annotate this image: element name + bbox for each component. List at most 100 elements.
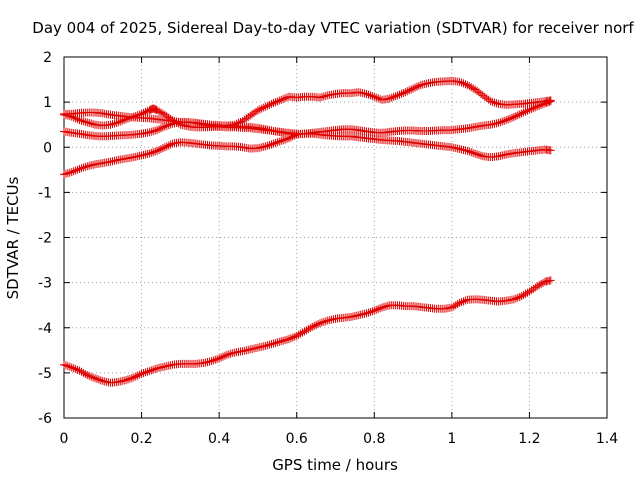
data-point [535, 101, 544, 110]
data-point [279, 336, 288, 345]
data-point [145, 367, 154, 376]
data-point [368, 92, 377, 101]
data-point [162, 121, 171, 130]
data-point [453, 300, 462, 309]
data-point [457, 78, 466, 87]
data-point [290, 131, 299, 140]
data-point [112, 118, 121, 127]
y-tick-label: -1 [38, 185, 52, 201]
data-point [127, 374, 136, 383]
data-point [401, 88, 410, 97]
data-point [277, 95, 286, 104]
y-tick-label: -3 [38, 276, 52, 292]
data-point [290, 332, 299, 341]
data-point [263, 101, 272, 110]
data-point [315, 93, 324, 102]
data-point [60, 360, 68, 369]
data-point [259, 103, 268, 112]
data-point [75, 116, 84, 125]
data-point [224, 350, 233, 359]
data-point [91, 374, 100, 383]
data-point [366, 307, 375, 316]
tick-layer: 0 0.2 0.4 0.6 0.8 1 1.2 1.4 -6 -5 -4 -3 -2 -1 0 1 2 [38, 50, 618, 447]
x-tick-label: 0.2 [130, 431, 152, 447]
data-point [370, 306, 379, 315]
data-point [374, 305, 383, 314]
data-point [515, 292, 524, 301]
data-point [137, 369, 146, 378]
data-point [387, 93, 396, 102]
data-point [381, 302, 390, 311]
data-point [383, 301, 392, 310]
y-tick-label: 2 [43, 50, 52, 66]
data-point [546, 146, 555, 155]
data-point [73, 365, 82, 374]
data-point [77, 116, 86, 125]
data-point [283, 134, 292, 143]
data-point [81, 117, 90, 126]
data-point [521, 107, 530, 116]
data-point [81, 370, 90, 379]
chart-title: Day 004 of 2025, Sidereal Day-to-day VTE… [32, 19, 634, 37]
data-point [61, 361, 70, 370]
y-tick-label: -6 [38, 411, 52, 427]
data-point [267, 140, 276, 149]
data-point [273, 138, 282, 147]
data-point [79, 117, 88, 126]
data-point [321, 317, 330, 326]
data-point [158, 144, 167, 153]
data-point [110, 119, 119, 128]
data-point [362, 90, 371, 99]
data-point [469, 148, 478, 157]
data-point [269, 99, 278, 108]
data-point [147, 148, 156, 157]
data-point [151, 147, 160, 156]
data-point [69, 167, 78, 176]
data-point [275, 96, 284, 105]
data-point [96, 376, 105, 385]
data-point [209, 356, 218, 365]
data-point [511, 294, 520, 303]
data-point [71, 166, 80, 175]
data-point [222, 350, 231, 359]
data-point [65, 362, 74, 371]
data-point [89, 120, 98, 129]
data-point [131, 372, 140, 381]
data-point [504, 115, 513, 124]
series-3 [60, 117, 555, 162]
data-point [275, 337, 284, 346]
data-point [467, 148, 476, 157]
data-point [160, 122, 169, 131]
data-point [83, 371, 92, 380]
data-point [87, 119, 96, 128]
grid-layer [64, 57, 607, 418]
data-point [77, 164, 86, 173]
data-point [265, 140, 274, 149]
data-point [271, 338, 280, 347]
data-point [403, 87, 412, 96]
data-point [475, 150, 484, 159]
data-point [494, 118, 503, 127]
y-tick-label: 0 [43, 140, 52, 156]
data-point [73, 165, 82, 174]
data-point [275, 137, 284, 146]
data-point [519, 108, 528, 117]
data-point [288, 333, 297, 342]
data-point [149, 148, 158, 157]
data-point [298, 328, 307, 337]
data-point [273, 338, 282, 347]
data-point [523, 106, 532, 115]
data-point [228, 349, 237, 358]
data-point [300, 327, 309, 336]
data-point [263, 341, 272, 350]
data-point [265, 100, 274, 109]
data-point [376, 304, 385, 313]
data-point [85, 118, 94, 127]
data-point [517, 109, 526, 118]
data-point [286, 334, 295, 343]
x-tick-label: 0 [60, 431, 69, 447]
data-point [61, 169, 70, 178]
data-point [67, 168, 76, 177]
data-point [486, 97, 495, 106]
data-point [455, 77, 464, 86]
